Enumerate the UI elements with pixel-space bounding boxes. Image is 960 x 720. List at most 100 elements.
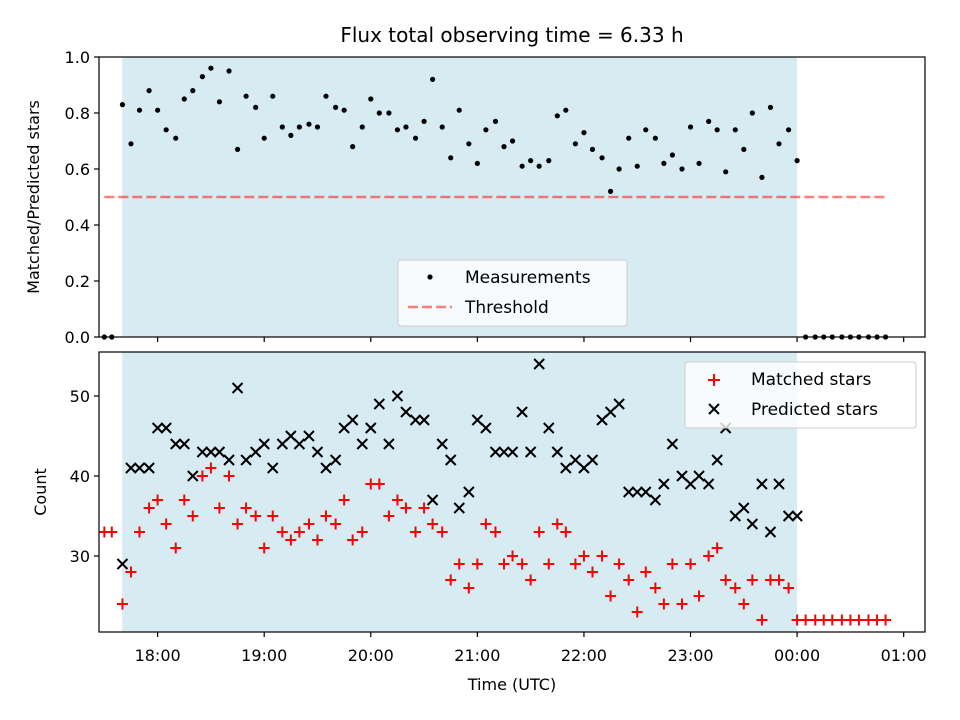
measurement-point bbox=[429, 76, 436, 82]
measurement-point bbox=[439, 124, 445, 130]
matched-stars-point bbox=[880, 614, 892, 626]
top-axes-layer: 0.0 0.2 0.4 0.6 0.8 1.0 bbox=[65, 48, 926, 347]
matched-stars-point bbox=[640, 566, 652, 578]
measurement-point bbox=[163, 127, 169, 133]
matched-stars-point bbox=[569, 558, 581, 570]
measurement-point bbox=[466, 141, 472, 147]
measurement-point bbox=[119, 102, 126, 108]
predicted-stars-point bbox=[480, 422, 492, 434]
measurement-point bbox=[288, 132, 294, 138]
measurement-point bbox=[146, 88, 152, 94]
predicted-stars-point bbox=[649, 494, 662, 506]
measurement-point bbox=[626, 135, 632, 141]
bottom-ylabel: Count bbox=[31, 468, 50, 516]
top-ytick-label: 1.0 bbox=[65, 48, 90, 67]
top-ytick-label: 0.8 bbox=[65, 104, 90, 123]
predicted-stars-point bbox=[223, 454, 235, 466]
top-ytick-label: 0.0 bbox=[65, 328, 90, 347]
matched-stars-point bbox=[418, 502, 430, 514]
predicted-stars-point bbox=[524, 446, 537, 458]
figure-title: Flux total observing time = 6.33 h bbox=[340, 23, 683, 47]
predicted-stars-point bbox=[365, 422, 377, 434]
measurement-point bbox=[652, 135, 658, 141]
matched-stars-point bbox=[303, 518, 315, 530]
legend-predicted-label: Predicted stars bbox=[751, 400, 878, 420]
matched-stars-point bbox=[453, 558, 465, 570]
measurement-point bbox=[376, 110, 382, 116]
measurement-point bbox=[199, 74, 205, 80]
measurement-point bbox=[261, 135, 267, 141]
measurement-point bbox=[421, 118, 427, 124]
matched-stars-point bbox=[826, 614, 838, 626]
matched-stars-point bbox=[178, 494, 190, 506]
predicted-stars-point bbox=[409, 414, 422, 426]
measurement-point bbox=[714, 127, 720, 133]
predicted-stars-point bbox=[267, 462, 279, 474]
measurement-point bbox=[323, 93, 329, 99]
measurement-point bbox=[679, 166, 685, 172]
predicted-stars-point bbox=[231, 382, 244, 394]
matched-stars-point bbox=[631, 606, 643, 618]
bottom-ytick-label: 30 bbox=[70, 547, 90, 566]
matched-stars-point bbox=[543, 558, 555, 570]
measurement-point bbox=[386, 110, 392, 116]
measurement-point bbox=[554, 113, 560, 119]
top-panel: 0.0 0.2 0.4 0.6 0.8 1.0 Matched/Predicted sta… bbox=[24, 48, 926, 347]
matched-stars-point bbox=[196, 470, 208, 482]
measurement-point bbox=[136, 107, 143, 113]
predicted-stars-point bbox=[196, 446, 209, 458]
top-legend: Measurements Threshold bbox=[397, 259, 628, 327]
measurement-point bbox=[661, 160, 667, 166]
xtick-label: 20:00 bbox=[348, 646, 394, 665]
matched-stars-point bbox=[258, 542, 270, 554]
predicted-stars-point bbox=[756, 478, 768, 490]
bottom-axes-layer: 30 40 50 18:00 19:00 20:00 21:00 22:00 23:00 00:0… bbox=[70, 351, 927, 665]
matched-stars-point bbox=[596, 550, 608, 562]
matched-stars-point bbox=[853, 614, 865, 626]
predicted-stars-point bbox=[383, 438, 395, 450]
matched-stars-point bbox=[605, 590, 617, 602]
measurement-point bbox=[669, 152, 676, 158]
matched-stars-point bbox=[693, 590, 705, 602]
measurement-point bbox=[181, 96, 187, 102]
predicted-stars-point bbox=[631, 486, 643, 498]
measurement-point bbox=[456, 107, 462, 113]
measurement-point bbox=[599, 155, 605, 161]
matched-stars-point bbox=[800, 614, 812, 626]
matched-stars-point bbox=[106, 526, 118, 538]
matched-stars-point bbox=[746, 574, 758, 586]
measurement-point bbox=[394, 127, 401, 133]
matched-stars-point bbox=[445, 574, 457, 586]
xtick-label: 00:00 bbox=[774, 646, 820, 665]
measurement-point bbox=[350, 144, 356, 150]
legend-measurements-marker bbox=[427, 274, 433, 280]
measurement-point bbox=[741, 146, 747, 152]
predicted-stars-point bbox=[213, 446, 226, 458]
predicted-stars-point bbox=[400, 406, 412, 418]
measurement-point bbox=[314, 124, 321, 130]
legend-predicted-marker bbox=[708, 403, 720, 415]
matched-stars-point bbox=[676, 598, 688, 610]
measurement-point bbox=[616, 166, 622, 172]
predicted-stars-point bbox=[116, 558, 129, 570]
measurement-point bbox=[607, 188, 614, 194]
predicted-stars-point bbox=[666, 438, 679, 450]
predicted-stars-point bbox=[516, 406, 528, 418]
legend-threshold-label: Threshold bbox=[464, 298, 549, 318]
measurement-point bbox=[412, 135, 419, 141]
matched-stars-point bbox=[330, 518, 342, 530]
measurement-point bbox=[279, 124, 285, 130]
predicted-stars-point bbox=[320, 462, 332, 474]
measurement-point bbox=[448, 155, 454, 161]
matched-stars-point bbox=[738, 598, 750, 610]
xtick-label: 23:00 bbox=[667, 646, 713, 665]
matched-stars-point bbox=[143, 502, 155, 514]
predicted-stars-point bbox=[205, 446, 217, 458]
predicted-stars-point bbox=[560, 462, 572, 474]
measurement-point bbox=[155, 107, 161, 113]
predicted-stars-point bbox=[143, 462, 155, 474]
measurement-point bbox=[536, 163, 542, 169]
predicted-stars-point bbox=[356, 438, 368, 450]
measurement-point bbox=[128, 141, 134, 147]
